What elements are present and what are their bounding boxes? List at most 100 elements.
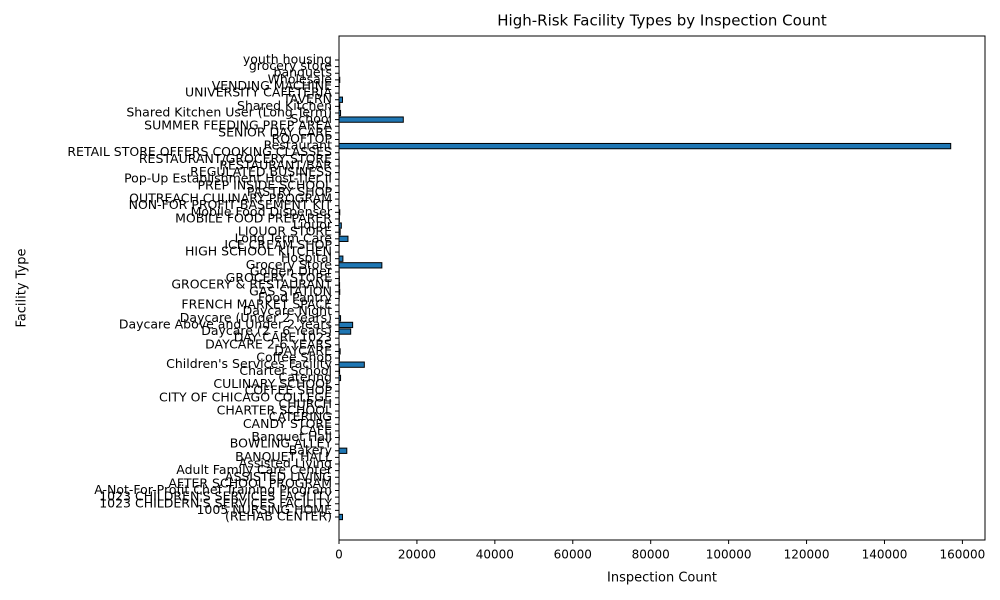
bar — [338, 361, 365, 368]
bar — [338, 262, 383, 269]
y-tick-label: BOWLING ALLEY — [230, 436, 333, 451]
y-tick-label: Pop-Up Establishment Host-Tier II — [124, 171, 332, 186]
y-tick-label: CATERING — [269, 409, 332, 424]
bar — [338, 315, 342, 322]
y-tick-label: Hospital — [281, 250, 332, 265]
y-tick-label: LIQUOR STORE — [238, 224, 332, 239]
y-tick-label: Liquor — [293, 217, 333, 232]
y-tick-label: AFTER SCHOOL PROGRAM — [168, 475, 332, 490]
y-tick-label: Golden Diner — [250, 263, 333, 278]
y-tick-label: PREP INSIDE SCHOOL — [198, 177, 333, 192]
y-tick-label: Restaurant — [264, 138, 333, 153]
y-axis-label: Facility Type — [15, 248, 30, 327]
y-tick-label: Daycare (Under 2 Years) — [180, 310, 332, 325]
x-axis-label: Inspection Count — [607, 571, 717, 586]
x-tick-label: 40000 — [476, 548, 514, 562]
y-tick-label: MOBILE FOOD PREPARER — [175, 210, 332, 225]
y-tick-label: Children's Services Facility — [166, 356, 333, 371]
y-tick-label: Charter School — [239, 363, 332, 378]
y-tick-label: grocery store — [249, 58, 332, 73]
bar — [338, 116, 404, 123]
y-tick-label: youth housing — [243, 52, 332, 67]
y-tick-label: Wholesale — [268, 71, 333, 86]
y-tick-label: CANDY STORE — [243, 416, 332, 431]
y-tick-label: NON-FOR PROFIT BASEMENT KIT — [129, 197, 333, 212]
y-tick-label: Daycare (2 - 6 Years) — [201, 323, 332, 338]
bar — [338, 348, 341, 355]
y-tick-label: CHARTER SCHOOL — [217, 403, 332, 418]
y-tick-label: CAFE — [300, 422, 332, 437]
y-tick-label: HIGH SCHOOL KITCHEN — [185, 244, 332, 259]
y-tick-label: CULINARY SCHOOL — [213, 376, 332, 391]
y-tick-label: VENDING MACHINE — [212, 78, 332, 93]
y-tick-label: CITY OF CHICAGO COLLEGE — [159, 389, 332, 404]
y-tick-label: TAVERN — [282, 91, 332, 106]
bar — [338, 222, 342, 229]
y-tick-label: UNIVERSITY CAFETERIA — [185, 85, 332, 100]
chart-title: High-Risk Facility Types by Inspection C… — [497, 12, 827, 30]
y-tick-label: Long Term Care — [235, 230, 333, 245]
y-tick-label: SUMMER FEEDING PREP AREA — [144, 118, 332, 133]
y-tick-label: COFFEE SHOP — [245, 383, 333, 398]
y-tick-label: Coffee Shop — [256, 350, 332, 365]
y-tick-label: 1023 CHILDREN'S SERVICES FACILITY — [99, 489, 332, 504]
bar — [338, 235, 349, 242]
y-tick-label: banquets — [274, 65, 332, 80]
bar — [338, 321, 354, 329]
x-tick-label: 60000 — [554, 548, 592, 562]
bar — [338, 368, 341, 375]
y-tick-label: (REHAB CENTER) — [225, 509, 332, 524]
bar — [338, 288, 341, 295]
x-tick-label: 140000 — [862, 548, 908, 562]
plot-frame — [338, 35, 986, 541]
bar — [338, 513, 344, 521]
x-tick-label: 120000 — [784, 548, 830, 562]
x-tick-label: 100000 — [706, 548, 752, 562]
y-tick-label: DAYCARE — [274, 343, 332, 358]
x-tick-label: 20000 — [398, 548, 436, 562]
bar — [338, 328, 352, 335]
y-tick-label: CHURCH — [279, 396, 332, 411]
y-tick-label: RESTAURANT/BAR — [219, 157, 332, 172]
y-tick-label: ICE CREAM SHOP — [224, 237, 332, 252]
bar — [338, 255, 344, 262]
y-tick-label: SENIOR DAY CARE — [218, 124, 332, 139]
y-tick-label: OUTREACH CULINARY PROGRAM — [129, 191, 332, 206]
bar — [338, 103, 341, 110]
y-tick-label: Banquet Hall — [251, 429, 332, 444]
bar — [338, 229, 341, 236]
y-tick-label: DAY CARE 1023 — [234, 330, 332, 345]
y-tick-label: GROCERY & RESTAURANT — [171, 277, 332, 292]
bar — [338, 109, 342, 117]
y-tick-label: Assisted Living — [239, 456, 332, 471]
y-tick-label: Mobile Food Dispenser — [191, 204, 333, 219]
y-tick-label: GROCERY STORE — [226, 270, 332, 285]
y-tick-label: BANQUET HALL — [235, 449, 332, 464]
y-tick-label: RETAIL STORE OFFERS COOKING CLASSES — [67, 144, 332, 159]
y-tick-label: ASSISTED LIVING — [225, 469, 332, 484]
y-tick-label: 1005 NURSING HOME — [196, 502, 332, 517]
y-tick-label: Shared Kitchen — [237, 98, 332, 113]
y-tick-label: 1023 CHILDERN'S SERVICES FACILITY — [99, 495, 332, 510]
x-tick-label: 0 — [335, 548, 343, 562]
y-tick-label: PASTRY SHOP — [247, 184, 333, 199]
bar — [338, 142, 952, 150]
bar — [338, 374, 342, 382]
y-tick-label: Shared Kitchen User (Long Term) — [126, 104, 332, 119]
x-tick-label: 80000 — [632, 548, 670, 562]
y-tick-label: Food Pantry — [258, 290, 333, 305]
y-tick-label: Daycare Night — [243, 303, 332, 318]
y-tick-label: ROOFTOP — [272, 131, 333, 146]
y-tick-label: Adult Family Care Center — [176, 462, 333, 477]
y-tick-label: Daycare Above and Under 2 Years — [119, 316, 332, 331]
bar — [338, 76, 341, 84]
y-tick-label: A-Not-For-Profit Chef Training Program — [94, 482, 332, 497]
bar — [338, 209, 341, 216]
y-tick-label: DAYCARE 2-6 YEARS — [205, 336, 332, 351]
y-tick-label: Grocery Store — [246, 257, 333, 272]
x-tick-label: 160000 — [939, 548, 985, 562]
y-tick-label: REGULATED BUSINESS — [190, 164, 332, 179]
y-tick-label: Bakery — [289, 442, 333, 457]
y-tick-label: School — [291, 111, 333, 126]
